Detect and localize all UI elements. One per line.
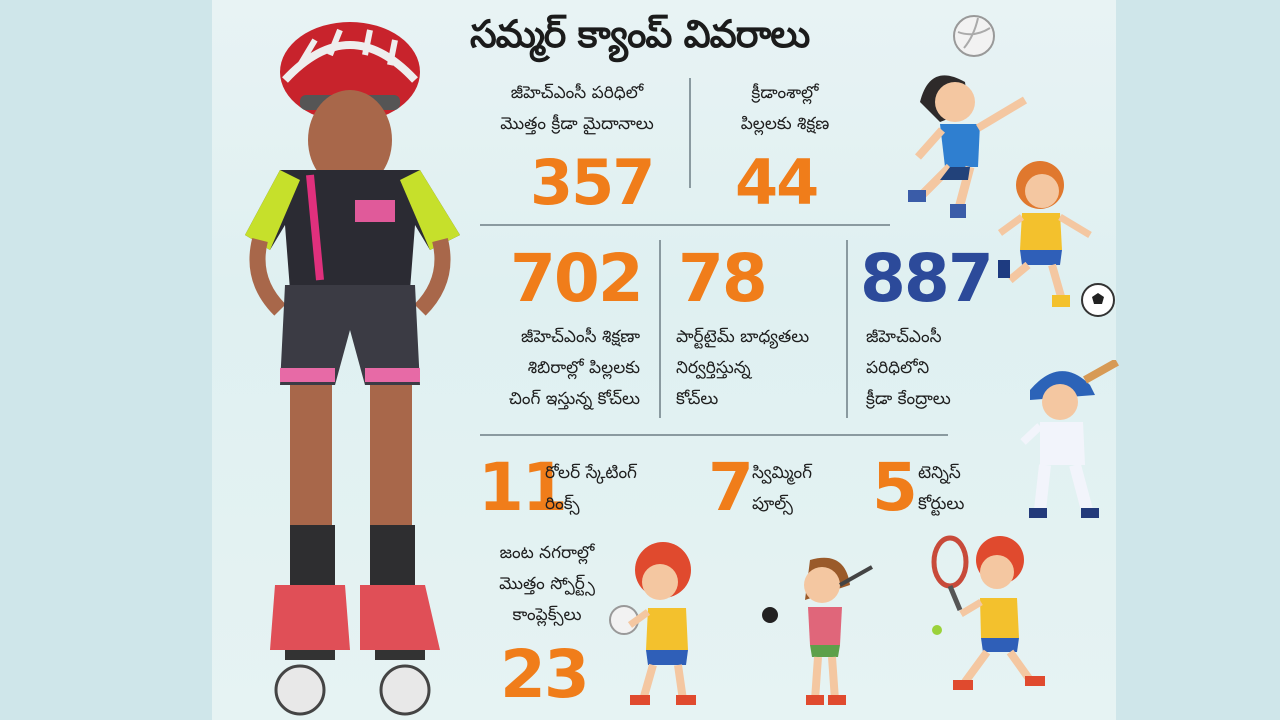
centers-label-line1: జీహెచ్ఎంసీ xyxy=(866,327,942,347)
volleyball-boy-icon xyxy=(609,542,696,705)
tennis-value: 5 xyxy=(872,449,918,526)
coaches-label-line2: శిబిరాల్లో పిల్లలకు xyxy=(527,358,640,378)
volleyball-icon xyxy=(953,15,995,57)
pools-label-line2: పూల్స్ xyxy=(752,494,793,514)
volleyball-girl-icon xyxy=(908,75,1028,218)
parttime-label: పార్ట్‌టైమ్ బాధ్యతలు నిర్వర్తిస్తున్న కో… xyxy=(676,322,846,415)
divider xyxy=(659,240,661,418)
tennis-label-line2: కోర్టులు xyxy=(918,494,965,514)
divider xyxy=(689,78,691,188)
centers-value: 887 xyxy=(860,240,994,317)
tennis-label: టెన్నిస్ కోర్టులు xyxy=(918,458,1008,520)
grounds-label: జీహెచ్ఎంసీ పరిధిలో మొత్తం క్రీడా మైదానాల… xyxy=(472,78,682,140)
centers-label-line2: పరిధిలోని xyxy=(866,358,930,378)
complexes-label-line2: మొత్తం స్పోర్ట్స్ xyxy=(499,574,595,594)
complexes-label-line1: జంట నగరాల్లో xyxy=(499,543,595,563)
page-title: సమ్మర్ క్యాంప్ వివరాలు xyxy=(470,12,810,56)
rinks-value: 11 xyxy=(478,449,568,526)
soccer-girl-icon xyxy=(997,161,1092,307)
grounds-label-line1: జీహెచ్ఎంసీ పరిధిలో xyxy=(510,83,644,103)
centers-label: జీహెచ్ఎంసీ పరిధిలోని క్రీడా కేంద్రాలు xyxy=(866,322,996,415)
sports-kids-label-line2: పిల్లలకు శిక్షణ xyxy=(740,114,830,134)
rinks-label: రోలర్ స్కేటింగ్ రింక్స్ xyxy=(545,458,685,520)
parttime-value: 78 xyxy=(678,240,768,317)
baseball-boy-icon xyxy=(1020,360,1119,518)
rinks-label-line2: రింక్స్ xyxy=(545,494,580,514)
sports-kids-label-line1: క్రీడాంశాల్లో xyxy=(751,83,819,103)
complexes-value: 23 xyxy=(500,636,590,713)
complexes-label-line3: కాంప్లెక్స్‌లు xyxy=(512,605,582,625)
soccer-ball-icon xyxy=(1081,283,1115,317)
tennis-boy-icon xyxy=(931,535,1045,690)
grounds-value: 357 xyxy=(530,146,655,219)
golf-girl-icon xyxy=(762,557,873,705)
sports-kids-value: 44 xyxy=(735,146,819,219)
divider xyxy=(480,434,948,436)
parttime-label-line2: నిర్వర్తిస్తున్న xyxy=(676,358,751,378)
parttime-label-line1: పార్ట్‌టైమ్ బాధ్యతలు xyxy=(676,327,810,347)
coaches-value: 702 xyxy=(510,240,644,317)
parttime-label-line3: కోచ్‌లు xyxy=(676,389,719,409)
tennis-label-line1: టెన్నిస్ xyxy=(918,463,961,483)
pools-value: 7 xyxy=(708,449,754,526)
skater-girl-photo xyxy=(245,22,460,716)
divider xyxy=(846,240,848,418)
coaches-label-line3: చింగ్ ఇస్తున్న కోచ్‌లు xyxy=(508,389,640,409)
coaches-label-line1: జీహెచ్ఎంసీ శిక్షణా xyxy=(521,327,640,347)
divider xyxy=(480,224,890,226)
centers-label-line3: క్రీడా కేంద్రాలు xyxy=(866,389,951,409)
complexes-label: జంట నగరాల్లో మొత్తం స్పోర్ట్స్ కాంప్లెక్… xyxy=(472,538,622,631)
rinks-label-line1: రోలర్ స్కేటింగ్ xyxy=(545,463,637,483)
pools-label: స్విమ్మింగ్ పూల్స్ xyxy=(752,458,862,520)
pools-label-line1: స్విమ్మింగ్ xyxy=(752,463,813,483)
sports-kids-label: క్రీడాంశాల్లో పిల్లలకు శిక్షణ xyxy=(700,78,870,140)
coaches-label: జీహెచ్ఎంసీ శిక్షణా శిబిరాల్లో పిల్లలకు చ… xyxy=(472,322,640,415)
grounds-label-line2: మొత్తం క్రీడా మైదానాలు xyxy=(500,114,654,134)
